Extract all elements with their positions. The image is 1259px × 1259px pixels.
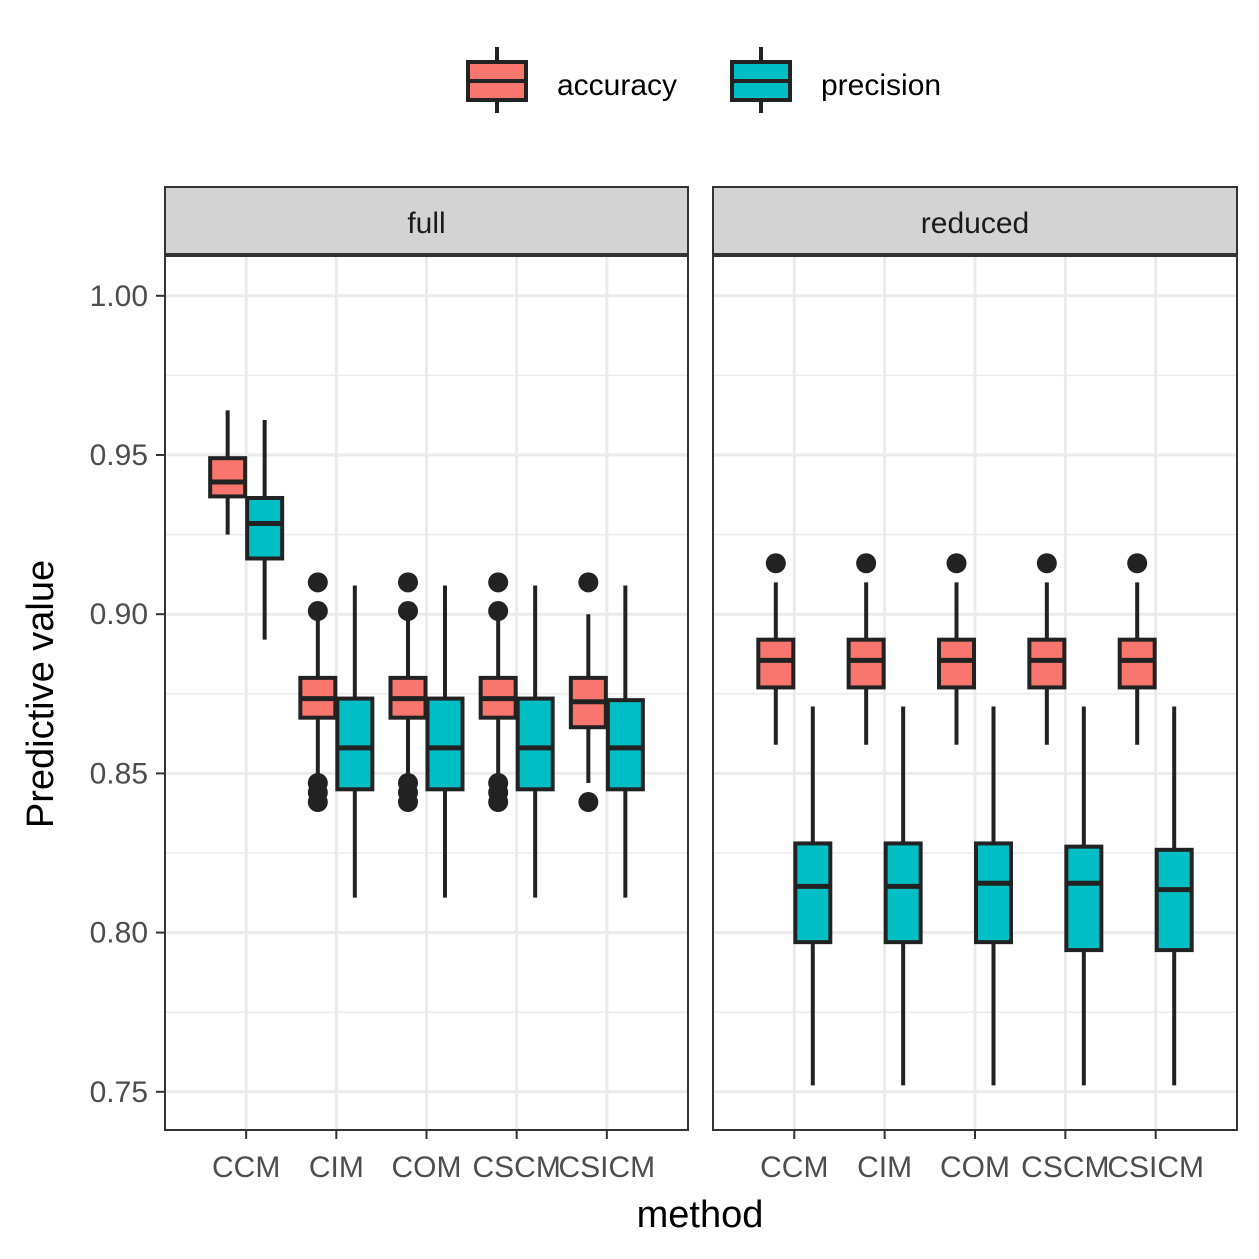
y-tick-label: 0.85 xyxy=(90,757,148,790)
box-accuracy-COM xyxy=(388,572,428,813)
box-precision-CSCM xyxy=(515,585,555,898)
outlier-point xyxy=(856,553,877,574)
box-iqr xyxy=(974,841,1013,945)
legend-label-precision: precision xyxy=(821,69,941,102)
outlier-point xyxy=(1127,553,1148,574)
outlier-point xyxy=(307,792,328,813)
x-tick-label: COM xyxy=(392,1151,462,1184)
x-tick-label: COM xyxy=(940,1151,1010,1184)
y-tick-label: 1.00 xyxy=(90,280,148,313)
strip-label-reduced: reduced xyxy=(921,207,1029,240)
outlier-point xyxy=(488,792,509,813)
box-precision-COM xyxy=(425,585,465,898)
box-iqr xyxy=(208,456,248,499)
box-iqr xyxy=(425,696,465,792)
outlier-point xyxy=(307,572,328,593)
outlier-point xyxy=(398,572,418,593)
box-iqr xyxy=(756,637,796,690)
x-tick-label: CCM xyxy=(212,1151,280,1184)
outlier-point xyxy=(398,792,418,813)
x-axis-title: method xyxy=(637,1194,764,1236)
y-tick-label: 0.80 xyxy=(90,917,148,950)
box-iqr xyxy=(793,841,833,945)
outlier-point xyxy=(765,553,786,574)
box-iqr xyxy=(937,637,976,690)
outlier-point xyxy=(307,601,328,622)
y-axis-title: Predictive value xyxy=(20,560,62,828)
legend-label-accuracy: accuracy xyxy=(557,69,677,102)
box-precision-CCM xyxy=(793,706,833,1086)
y-tick-label: 0.90 xyxy=(90,598,148,631)
outlier-point xyxy=(1036,553,1057,574)
strip-label-full: full xyxy=(407,207,445,240)
x-tick-label: CSCM xyxy=(1021,1151,1109,1184)
box-accuracy-COM xyxy=(937,553,976,745)
x-tick-label: CIM xyxy=(309,1151,364,1184)
box-accuracy-CIM xyxy=(846,553,886,745)
strip-full: full xyxy=(164,186,689,255)
panel-full xyxy=(164,255,689,1131)
box-precision-CIM xyxy=(883,706,923,1086)
legend-key-accuracy xyxy=(466,47,528,113)
box-iqr xyxy=(1117,637,1157,690)
box-accuracy-CCM xyxy=(208,410,248,535)
box-iqr xyxy=(335,696,375,792)
x-tick-label: CCM xyxy=(760,1151,828,1184)
box-accuracy-CCM xyxy=(756,553,796,745)
box-accuracy-CIM xyxy=(298,572,338,813)
x-tick-label: CIM xyxy=(857,1151,912,1184)
y-axis: 0.75 0.80 0.85 0.90 0.95 1.00 xyxy=(90,280,165,1109)
box-iqr xyxy=(883,841,923,945)
outlier-point xyxy=(578,572,599,593)
outlier-point xyxy=(398,601,418,622)
box-iqr xyxy=(1154,847,1194,953)
x-tick-label: CSCM xyxy=(473,1151,561,1184)
box-iqr xyxy=(605,698,645,792)
y-tick-label: 0.75 xyxy=(90,1076,148,1109)
box-iqr xyxy=(1064,844,1104,953)
x-tick-label: CSICM xyxy=(1107,1151,1204,1184)
legend: accuracy precision xyxy=(466,47,941,113)
box-iqr xyxy=(1027,637,1067,690)
panel-reduced xyxy=(712,255,1238,1131)
outlier-point xyxy=(578,792,599,813)
outlier-point xyxy=(946,553,967,574)
box-precision-COM xyxy=(974,706,1013,1086)
box-precision-CCM xyxy=(245,419,285,640)
box-precision-CSICM xyxy=(605,585,645,898)
box-accuracy-CSICM xyxy=(1117,553,1157,745)
box-accuracy-CSICM xyxy=(568,572,608,813)
box-iqr xyxy=(515,696,555,792)
strip-reduced: reduced xyxy=(712,186,1238,255)
box-precision-CSCM xyxy=(1064,706,1104,1086)
legend-key-precision xyxy=(730,47,792,113)
outlier-point xyxy=(488,601,509,622)
box-iqr xyxy=(846,637,886,690)
box-iqr xyxy=(245,495,285,561)
outlier-point xyxy=(488,572,509,593)
box-precision-CSICM xyxy=(1154,706,1194,1086)
x-tick-label: CSICM xyxy=(559,1151,656,1184)
box-accuracy-CSCM xyxy=(1027,553,1067,745)
y-tick-label: 0.95 xyxy=(90,439,148,472)
box-precision-CIM xyxy=(335,585,375,898)
